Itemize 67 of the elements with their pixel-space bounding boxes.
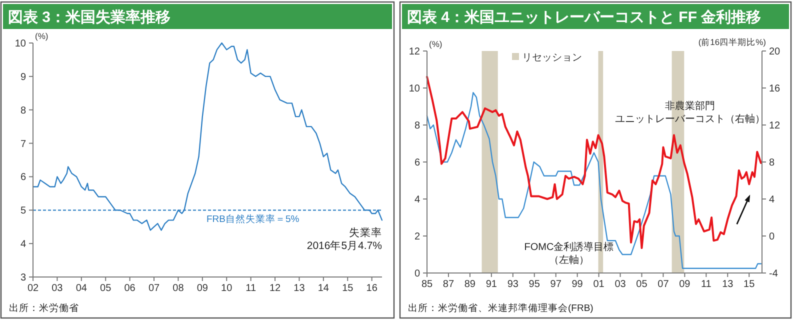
x-tick-label: 09 [679,279,691,290]
x-tick-label: 99 [572,279,584,290]
x-tick-label: 89 [464,279,476,290]
annotation: FOMC金利誘導目標（左軸） [524,241,614,266]
x-tick-label: 05 [636,279,648,290]
annotation: 非農業部門ユニットレーバーコスト（右軸） [615,100,765,125]
x-tick-label: 02 [27,283,39,294]
x-tick-label: 03 [614,279,626,290]
x-tick-label: 95 [528,279,540,290]
ref-line-label: FRB自然失業率＝5% [206,213,300,226]
annotation: 失業率 2016年5月4.7% [306,226,382,252]
y-tick-label: 3 [20,272,26,284]
x-tick-label: 97 [550,279,562,290]
chart-title: 図表 4：米国ユニットレーバーコストと FF 金利推移 [407,9,762,26]
y-tick-label: 5 [20,206,26,217]
y2-tick-label: 4 [769,194,775,206]
x-tick-label: 11 [246,283,256,294]
y-tick-label: 12 [408,46,420,58]
x-tick-label: 10 [221,283,233,294]
x-tick-label: 13 [294,283,306,294]
y2-tick-label: 0 [769,232,775,242]
y-axis-title: (%) [429,39,442,49]
x-tick-label: 07 [658,279,670,290]
y-tick-label: 6 [414,158,420,168]
y-tick-label: 2 [414,232,420,242]
x-tick-label: 03 [52,283,64,294]
y-tick-label: 10 [408,84,420,94]
x-tick-label: 15 [342,283,354,294]
y2-tick-label: 20 [769,46,781,58]
y2-tick-label: -4 [769,268,778,280]
y-tick-label: 9 [20,72,26,83]
text: 出所：米労働省、米連邦準備理事会(FRB) [408,302,594,314]
y-axis-title: (%) [35,31,48,41]
y-tick-label: 4 [414,194,420,206]
x-tick-label: 06 [124,283,136,294]
text: 出所：米労働省 [9,302,79,314]
line-series [426,92,762,269]
y-tick-label: 8 [414,120,420,132]
y2-axis-title: (前16四半期比%) [698,37,766,47]
y-tick-label: 8 [20,105,26,116]
x-tick-label: 04 [76,283,88,294]
line-series [426,76,762,250]
y-tick-label: 4 [20,239,26,250]
y-tick-label: 0 [414,268,420,280]
x-tick-label: 08 [172,283,184,294]
y-tick-label: 7 [20,138,26,150]
x-tick-label: 01 [593,279,605,290]
y-tick-label: 10 [14,38,26,50]
y2-tick-label: 8 [769,158,775,168]
x-tick-label: 05 [100,283,112,294]
x-tick-label: 11 [700,279,712,290]
x-tick-label: 09 [196,283,208,294]
x-tick-label: 13 [722,279,734,290]
x-tick-label: 07 [148,283,160,294]
y2-tick-label: 12 [769,120,781,132]
legend: リセッション [512,52,582,64]
x-tick-label: 12 [269,283,282,294]
x-tick-label: 14 [318,283,330,294]
x-tick-label: 15 [744,279,756,290]
y2-tick-label: 16 [769,84,781,94]
x-tick-label: 91 [486,279,498,290]
x-tick-label: 93 [507,279,519,290]
x-tick-label: 85 [421,279,433,290]
chart-title: 図表 3：米国失業率推移 [8,8,171,26]
y-tick-label: 6 [20,172,26,184]
x-tick-label: 16 [366,283,378,294]
x-tick-label: 87 [442,279,454,290]
